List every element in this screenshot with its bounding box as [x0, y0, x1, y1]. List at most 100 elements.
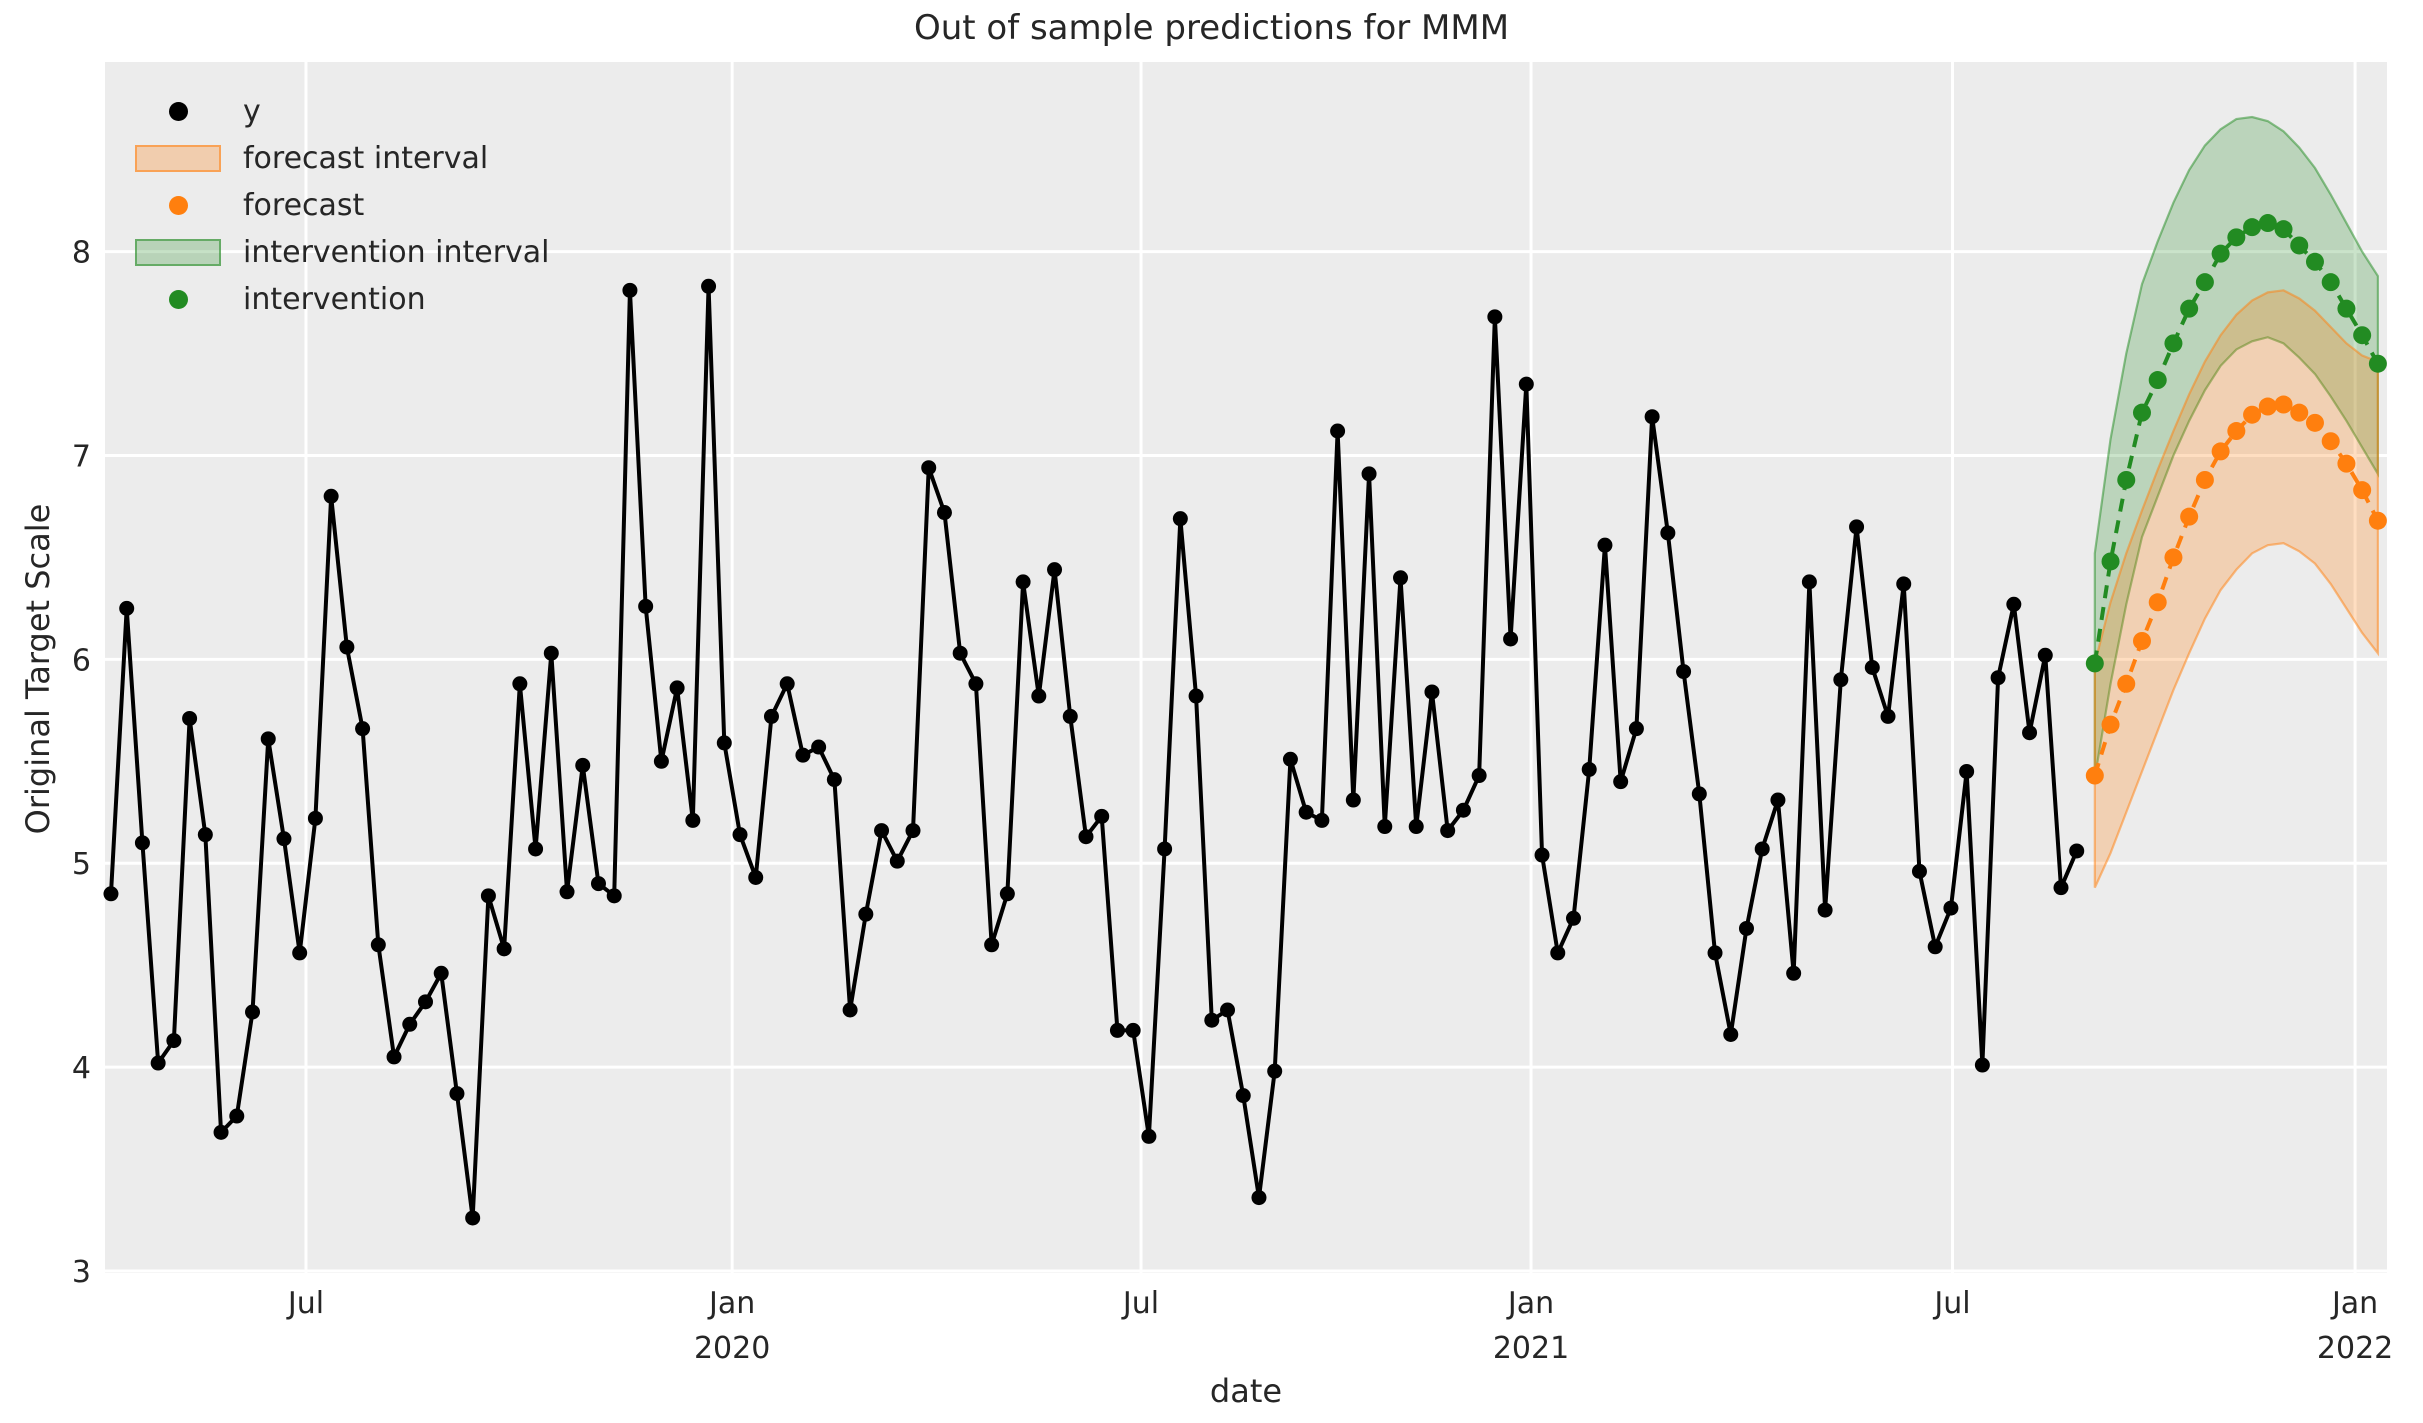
x-tick-label: Jul	[1932, 1286, 1970, 1321]
intervention-interval-swatch-icon	[135, 238, 221, 266]
y-marker	[811, 739, 827, 755]
y-marker	[1408, 819, 1424, 835]
y-marker	[465, 1210, 481, 1226]
y-marker	[1707, 945, 1723, 961]
y-marker	[1738, 920, 1754, 936]
y-marker	[559, 884, 575, 900]
intervention-marker	[2117, 470, 2136, 489]
x-tick-label: Jul	[286, 1286, 324, 1321]
y-marker	[2006, 596, 2022, 612]
x-tick-label: Jul	[1121, 1286, 1159, 1321]
forecast-marker	[2290, 403, 2309, 422]
y-marker	[433, 965, 449, 981]
y-marker	[449, 1086, 465, 1102]
x-tick-label: Jan	[2330, 1286, 2378, 1321]
y-marker	[1990, 670, 2006, 686]
forecast-interval-band	[2093, 289, 2379, 889]
y-marker	[622, 282, 638, 298]
forecast-marker	[2243, 405, 2262, 424]
forecast-marker	[2305, 413, 2324, 432]
y-marker	[1220, 1002, 1236, 1018]
x-axis-label: date	[1209, 1372, 1283, 1410]
y-marker	[292, 945, 308, 961]
y-marker	[748, 869, 764, 885]
y-marker	[2053, 880, 2069, 896]
y-marker	[213, 1124, 229, 1140]
x-tick-year-label: 2020	[694, 1331, 770, 1366]
y-marker	[2069, 843, 2085, 859]
y-marker	[370, 937, 386, 953]
y-marker	[166, 1033, 182, 1049]
y-marker	[1125, 1022, 1141, 1038]
y-marker	[1959, 763, 1975, 779]
intervention-marker	[2258, 214, 2277, 233]
forecast-marker	[2227, 422, 2246, 441]
legend-label: intervention interval	[243, 234, 550, 270]
y-marker	[276, 831, 292, 847]
intervention-marker	[2164, 334, 2183, 353]
y-tick-label: 8	[72, 236, 91, 271]
intervention-marker	[2353, 326, 2372, 345]
y-marker	[1801, 574, 1817, 590]
y-marker	[307, 810, 323, 826]
forecast-marker	[2117, 674, 2136, 693]
y-marker	[1534, 847, 1550, 863]
y-marker	[245, 1004, 261, 1020]
y-marker	[685, 812, 701, 828]
y-marker	[1298, 804, 1314, 820]
y-marker	[590, 876, 606, 892]
forecast-marker	[2274, 395, 2293, 414]
y-marker	[1974, 1057, 1990, 1073]
y-marker	[905, 823, 921, 839]
y-marker	[103, 886, 119, 902]
y-marker	[1109, 1022, 1125, 1038]
y-marker	[1943, 900, 1959, 916]
y-tick-label: 5	[72, 847, 91, 882]
y-marker	[1833, 672, 1849, 688]
y-marker	[1377, 819, 1393, 835]
intervention-marker	[2195, 273, 2214, 292]
y-marker	[1172, 511, 1188, 527]
y-marker	[1927, 939, 1943, 955]
legend: y forecast interval forecast interventio…	[135, 92, 550, 318]
y-marker	[1628, 721, 1644, 737]
y-marker	[197, 827, 213, 843]
y-marker	[952, 645, 968, 661]
y-marker	[1314, 812, 1330, 828]
chart-title: Out of sample predictions for MMM	[913, 8, 1510, 48]
y-marker	[1330, 423, 1346, 439]
x-tick-label: Jan	[1506, 1286, 1554, 1321]
y-marker	[1644, 409, 1660, 425]
y-marker	[1094, 808, 1110, 824]
y-marker	[1267, 1063, 1283, 1079]
y-marker	[1471, 768, 1487, 784]
y-marker	[543, 645, 559, 661]
intervention-marker	[2148, 371, 2167, 390]
y-marker	[936, 505, 952, 521]
forecast-marker	[2132, 631, 2151, 650]
intervention-marker	[2305, 252, 2324, 271]
y-marker	[779, 676, 795, 692]
y-marker	[842, 1002, 858, 1018]
legend-item-forecast: forecast	[135, 186, 550, 224]
forecast-marker	[2321, 432, 2340, 451]
forecast-marker	[2368, 511, 2387, 530]
y-marker	[921, 460, 937, 476]
y-marker	[1424, 684, 1440, 700]
forecast-marker	[2337, 454, 2356, 473]
y-marker	[1361, 466, 1377, 482]
y-marker	[2022, 725, 2038, 741]
intervention-marker	[2101, 552, 2120, 571]
y-marker	[1031, 688, 1047, 704]
intervention-marker	[2085, 654, 2104, 673]
legend-label: y	[243, 93, 261, 129]
y-marker	[402, 1016, 418, 1032]
y-marker	[1817, 902, 1833, 918]
y-marker	[1455, 802, 1471, 818]
y-marker	[386, 1049, 402, 1065]
y-marker	[874, 823, 890, 839]
legend-label: intervention	[243, 281, 426, 317]
intervention-marker	[2290, 236, 2309, 255]
y-marker	[1691, 786, 1707, 802]
